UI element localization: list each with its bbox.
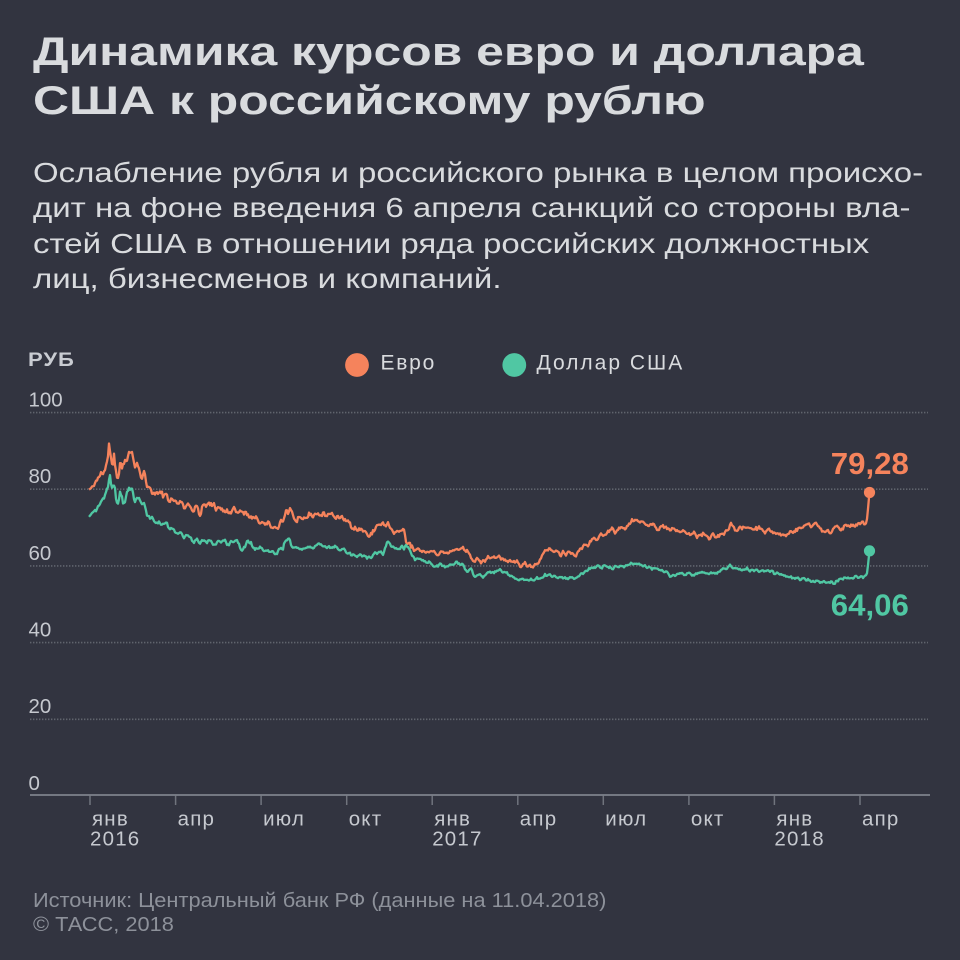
svg-text:100: 100 bbox=[29, 389, 63, 412]
svg-text:окт: окт bbox=[691, 808, 725, 831]
svg-text:Доллар США: Доллар США bbox=[537, 351, 685, 374]
svg-text:64,06: 64,06 bbox=[831, 587, 909, 622]
svg-text:янв: янв bbox=[92, 808, 129, 831]
svg-text:20: 20 bbox=[29, 695, 52, 718]
svg-text:апр: апр bbox=[178, 808, 216, 831]
svg-text:60: 60 bbox=[29, 542, 52, 565]
svg-text:янв: янв bbox=[776, 808, 813, 831]
svg-text:июл: июл bbox=[605, 808, 647, 831]
svg-text:июл: июл bbox=[263, 808, 305, 831]
svg-text:Евро: Евро bbox=[381, 351, 437, 374]
svg-text:2016: 2016 bbox=[90, 827, 140, 850]
svg-text:0: 0 bbox=[29, 772, 40, 795]
svg-text:2018: 2018 bbox=[774, 827, 824, 850]
svg-text:2017: 2017 bbox=[432, 827, 482, 850]
svg-text:79,28: 79,28 bbox=[831, 446, 909, 481]
svg-text:80: 80 bbox=[29, 465, 52, 488]
svg-text:апр: апр bbox=[520, 808, 558, 831]
svg-text:окт: окт bbox=[349, 808, 383, 831]
svg-text:янв: янв bbox=[434, 808, 471, 831]
svg-text:апр: апр bbox=[862, 808, 900, 831]
svg-text:40: 40 bbox=[29, 619, 52, 642]
